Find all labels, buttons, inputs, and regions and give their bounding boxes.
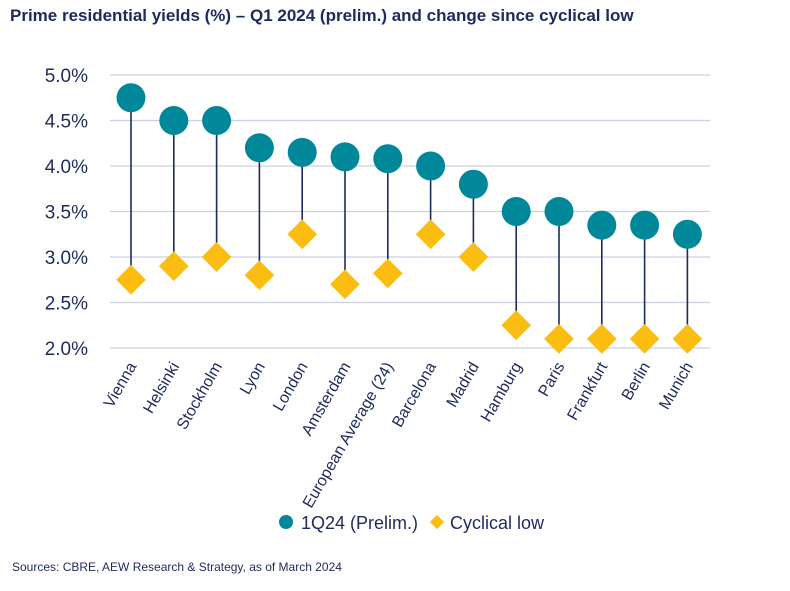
cyclical-low-point bbox=[501, 310, 532, 341]
current-yield-point bbox=[287, 137, 317, 167]
cyclical-low-point bbox=[116, 264, 146, 295]
cyclical-low-point bbox=[672, 324, 703, 354]
legend: 1Q24 (Prelim.) Cyclical low bbox=[279, 513, 545, 533]
x-category-label: Helsinki bbox=[141, 360, 184, 417]
current-yield-point bbox=[244, 133, 274, 163]
current-yield-point bbox=[159, 106, 189, 135]
current-yield-point bbox=[373, 144, 403, 174]
current-yield-point bbox=[330, 142, 360, 172]
x-category-label: Paris bbox=[536, 360, 569, 400]
current-yield-point bbox=[458, 169, 488, 199]
cyclical-low-point bbox=[458, 242, 489, 272]
current-yield-point bbox=[202, 106, 232, 135]
source-note: Sources: CBRE, AEW Research & Strategy, … bbox=[12, 560, 342, 574]
cyclical-low-point bbox=[372, 258, 403, 289]
y-tick-label: 3.5% bbox=[45, 203, 88, 224]
current-yield-point bbox=[501, 197, 531, 226]
current-yield-point bbox=[116, 83, 146, 113]
x-category-label: Lyon bbox=[237, 360, 269, 398]
y-tick-label: 2.0% bbox=[45, 339, 88, 360]
cyclical-low-point bbox=[330, 269, 360, 300]
cyclical-low-point bbox=[586, 324, 617, 354]
cyclical-low-point bbox=[244, 260, 275, 291]
legend-marker-current bbox=[279, 515, 293, 529]
cyclical-low-markers bbox=[116, 219, 703, 354]
y-tick-label: 3.0% bbox=[45, 248, 88, 269]
y-tick-label: 5.0% bbox=[45, 66, 88, 87]
legend-label-current: 1Q24 (Prelim.) bbox=[301, 513, 418, 533]
y-tick-label: 4.5% bbox=[45, 112, 88, 133]
cyclical-low-point bbox=[201, 242, 232, 272]
cyclical-low-point bbox=[629, 324, 660, 354]
x-category-label: Vienna bbox=[101, 359, 141, 410]
current-yield-point bbox=[544, 197, 574, 226]
x-category-label: Hamburg bbox=[478, 360, 526, 425]
current-yield-point bbox=[416, 151, 446, 181]
legend-marker-cyclical-low bbox=[429, 514, 445, 530]
legend-label-cyclical-low: Cyclical low bbox=[450, 513, 545, 533]
current-yield-point bbox=[630, 210, 660, 240]
y-axis-ticks: 5.0% 4.5% 4.0% 3.5% 3.0% 2.5% 2.0% bbox=[45, 66, 88, 360]
cyclical-low-point bbox=[287, 219, 318, 250]
x-category-label: Frankfurt bbox=[565, 359, 612, 423]
cyclical-low-point bbox=[158, 251, 189, 281]
y-tick-label: 2.5% bbox=[45, 294, 88, 315]
x-category-label: Barcelona bbox=[389, 359, 440, 430]
x-category-label: London bbox=[270, 360, 311, 415]
current-yield-point bbox=[587, 210, 617, 240]
current-yield-markers bbox=[116, 83, 702, 249]
x-category-label: Berlin bbox=[619, 360, 654, 404]
cyclical-low-point bbox=[544, 324, 574, 354]
x-category-label: Munich bbox=[656, 360, 697, 413]
chart-title: Prime residential yields (%) – Q1 2024 (… bbox=[10, 6, 634, 25]
cyclical-low-point bbox=[415, 219, 446, 250]
y-tick-label: 4.0% bbox=[45, 157, 88, 178]
x-category-label: Madrid bbox=[444, 360, 483, 411]
grid-lines bbox=[110, 74, 710, 349]
current-yield-point bbox=[672, 219, 702, 249]
